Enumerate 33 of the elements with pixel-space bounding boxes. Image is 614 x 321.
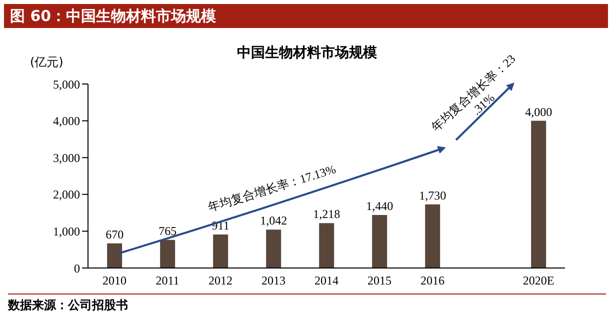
data-label: 1,730 [419, 188, 446, 202]
y-tick-label: 3,000 [53, 150, 80, 165]
y-tick-label: 2,000 [53, 188, 80, 202]
bar [160, 240, 176, 268]
data-label: 4,000 [525, 104, 552, 119]
x-tick-label: 2010 [102, 274, 126, 288]
chart-title: 图 60：中国生物材料市场规模 [4, 4, 608, 28]
bar [107, 243, 122, 268]
data-label: 1,042 [260, 214, 288, 228]
bar [531, 120, 546, 268]
x-tick-label: 2016 [420, 274, 444, 288]
source-note: 数据来源：公司招股书 [8, 297, 128, 314]
bar [372, 215, 388, 268]
bar [425, 204, 440, 268]
bar [266, 230, 282, 268]
data-label: 670 [106, 227, 124, 242]
x-tick-label: 2014 [314, 274, 338, 288]
x-tick-label: 2020E [522, 274, 554, 288]
y-tick-label: 5,000 [53, 77, 80, 92]
y-tick-label: 1,000 [53, 224, 80, 238]
y-tick-label: 0 [74, 261, 80, 276]
data-label: 765 [158, 224, 177, 238]
data-label: 1,440 [366, 199, 394, 214]
x-tick-label: 2011 [156, 274, 180, 288]
data-label: 1,218 [313, 207, 340, 222]
bar [319, 223, 334, 268]
y-tick-label: 4,000 [53, 114, 80, 128]
bar [213, 234, 228, 268]
x-tick-label: 2013 [262, 274, 286, 288]
chart-subtitle: 中国生物材料市场规模 [237, 45, 377, 61]
x-tick-label: 2015 [368, 274, 392, 288]
y-axis-title: (亿元) [30, 54, 64, 71]
x-tick-label: 2012 [208, 274, 232, 288]
